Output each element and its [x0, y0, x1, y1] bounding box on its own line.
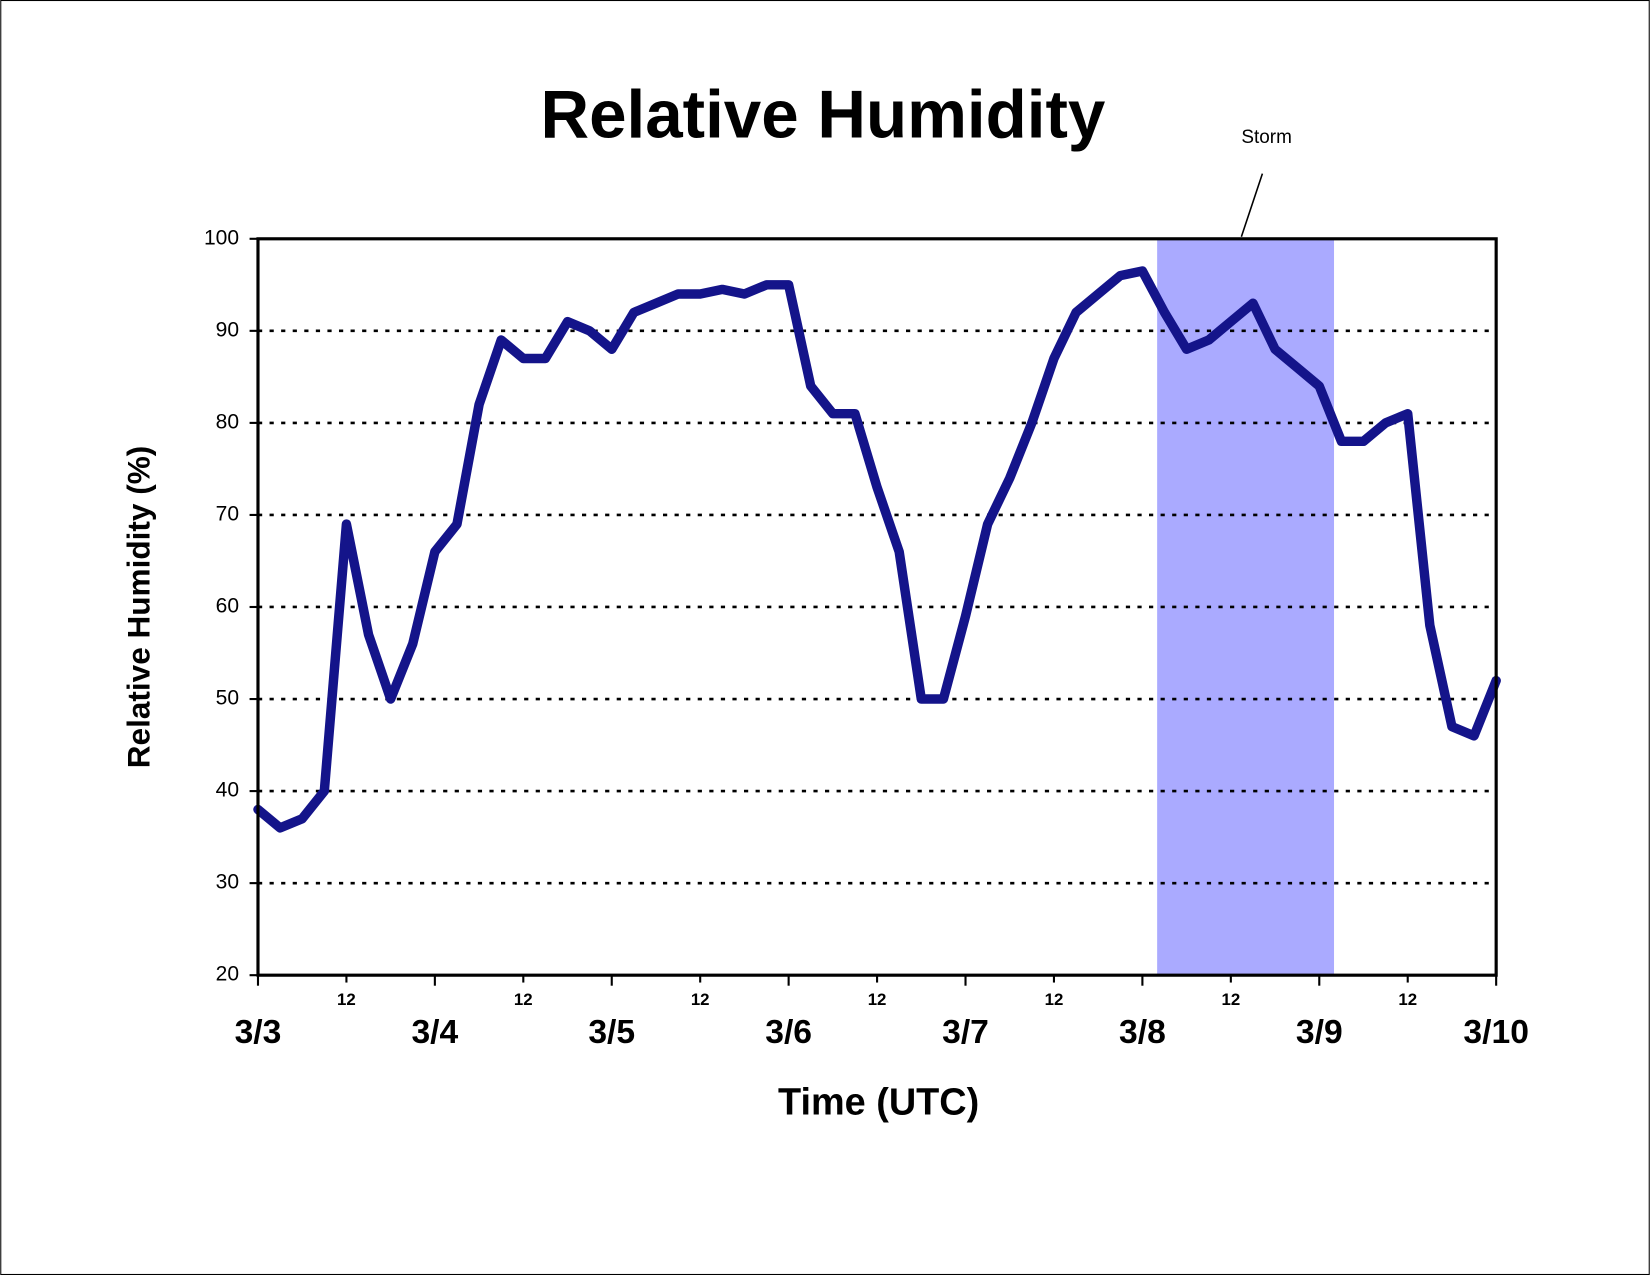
x-tick-label: 12 — [691, 990, 710, 1009]
x-tick-label: 12 — [1398, 990, 1417, 1009]
x-tick-label: 12 — [868, 990, 887, 1009]
y-tick-label: 60 — [216, 595, 239, 618]
y-tick-label: 40 — [216, 779, 239, 802]
x-tick-label: 3/7 — [942, 1014, 989, 1051]
annotation-pointer — [1240, 173, 1264, 237]
x-tick-label: 3/10 — [1463, 1014, 1529, 1051]
x-axis-title: Time (UTC) — [778, 1082, 979, 1124]
chart-title: Relative Humidity — [540, 78, 1105, 153]
x-tick-label: 12 — [1221, 990, 1240, 1009]
y-tick-label: 50 — [216, 687, 239, 710]
x-tick-label: 12 — [514, 990, 533, 1009]
x-tick-label: 12 — [1045, 990, 1064, 1009]
x-tick-label: 3/9 — [1296, 1014, 1343, 1051]
x-tick-label: 3/4 — [411, 1014, 458, 1051]
y-tick-label: 30 — [216, 871, 239, 894]
y-tick-label: 20 — [216, 963, 239, 986]
x-tick-label: 3/5 — [588, 1014, 635, 1051]
y-tick-label: 100 — [204, 226, 239, 249]
data-line — [253, 266, 1501, 833]
y-tick-label: 70 — [216, 503, 239, 526]
y-tick-label: 90 — [216, 318, 239, 341]
x-tick-label: 3/8 — [1119, 1014, 1166, 1051]
plot-frame — [256, 237, 1498, 977]
x-tick-label: 12 — [337, 990, 356, 1009]
y-axis-title: Relative Humidity (%) — [121, 446, 157, 769]
x-tick-label: 3/6 — [765, 1014, 812, 1051]
annotation-label: Storm — [1241, 127, 1291, 148]
x-tick-label: 3/3 — [235, 1014, 282, 1051]
y-tick-label: 80 — [216, 410, 239, 433]
